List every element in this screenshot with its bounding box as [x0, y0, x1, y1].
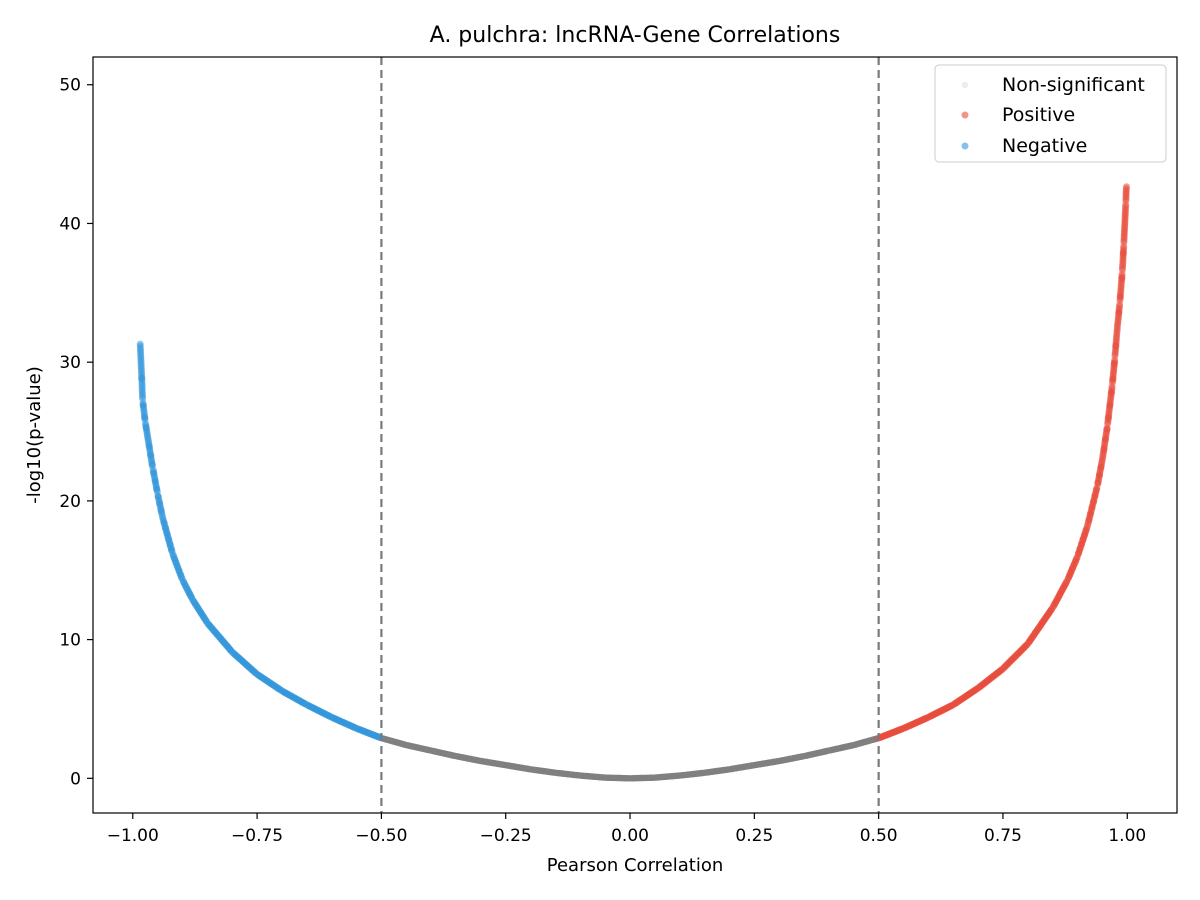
chart-title: A. pulchra: lncRNA-Gene Correlations — [430, 23, 841, 48]
x-tick-label: −0.25 — [480, 826, 532, 846]
legend: Non-significant Positive Negative — [934, 64, 1167, 163]
series-non-significant — [378, 734, 880, 782]
y-tick-label: 50 — [59, 76, 81, 96]
x-tick-label: −0.75 — [231, 826, 283, 846]
plot-frame — [92, 56, 1178, 814]
data-point — [1123, 183, 1130, 191]
legend-box — [934, 64, 1167, 163]
x-tick-label: −0.50 — [355, 826, 407, 846]
x-tick-label: 0.25 — [735, 826, 773, 846]
legend-marker-nonsignificant — [961, 81, 969, 89]
x-tick-label: 1.00 — [1108, 826, 1146, 846]
legend-label-negative: Negative — [1002, 135, 1087, 157]
y-axis-ticks: 0 10 20 30 40 50 — [59, 76, 93, 789]
legend-marker-positive — [961, 111, 969, 119]
threshold-lines — [380, 57, 880, 813]
y-tick-label: 30 — [59, 353, 81, 373]
series-positive — [875, 183, 1130, 742]
x-tick-label: 0.00 — [611, 826, 649, 846]
y-tick-label: 40 — [59, 214, 81, 234]
x-tick-label: −1.00 — [107, 826, 159, 846]
y-tick-label: 20 — [59, 492, 81, 512]
x-tick-label: 0.75 — [984, 826, 1022, 846]
x-axis-ticks: −1.00 −0.75 −0.50 −0.25 0.00 0.25 0.50 0.75 1.00 — [107, 813, 1146, 846]
y-tick-label: 10 — [59, 631, 81, 651]
y-axis-label: -log10(p-value) — [24, 366, 45, 504]
legend-label-positive: Positive — [1002, 104, 1075, 126]
y-tick-label: 0 — [70, 769, 81, 789]
series-negative — [136, 340, 384, 742]
x-axis-label: Pearson Correlation — [547, 855, 724, 876]
legend-marker-negative — [961, 142, 969, 150]
scatter-points — [136, 183, 1130, 782]
legend-label-nonsignificant: Non-significant — [1002, 74, 1145, 96]
x-tick-label: 0.50 — [860, 826, 898, 846]
